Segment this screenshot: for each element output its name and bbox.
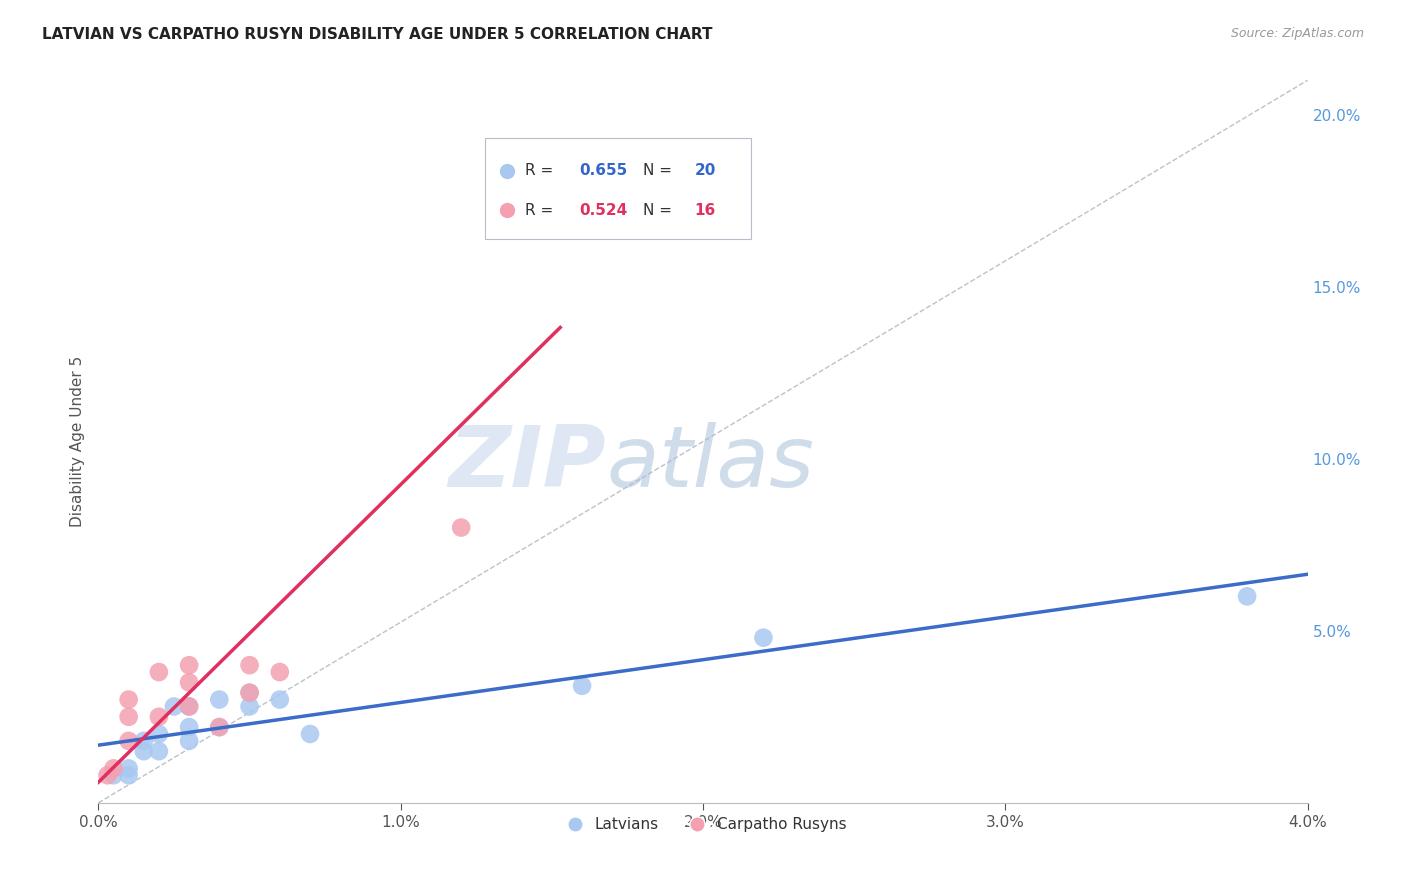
Point <box>118 692 141 706</box>
Point <box>118 734 141 748</box>
Point <box>179 699 201 714</box>
Point <box>269 665 291 679</box>
Text: 0.655: 0.655 <box>579 163 628 178</box>
Text: R =: R = <box>526 163 558 178</box>
Point <box>148 727 170 741</box>
Point <box>239 699 262 714</box>
Point <box>179 675 201 690</box>
FancyBboxPatch shape <box>485 138 751 239</box>
Text: 0.524: 0.524 <box>579 202 628 218</box>
Point <box>239 658 262 673</box>
Point <box>510 211 533 225</box>
Point <box>118 710 141 724</box>
Point <box>163 699 186 714</box>
Point <box>179 658 201 673</box>
Point <box>299 727 322 741</box>
Point <box>132 744 155 758</box>
Point <box>752 631 775 645</box>
Text: N =: N = <box>643 163 676 178</box>
Point <box>571 679 593 693</box>
Point <box>132 734 155 748</box>
Point <box>269 692 291 706</box>
Point <box>450 520 472 534</box>
Point <box>103 768 125 782</box>
Point <box>118 761 141 775</box>
Text: 16: 16 <box>695 202 716 218</box>
Point <box>179 699 201 714</box>
Point <box>96 768 118 782</box>
Text: atlas: atlas <box>606 422 814 505</box>
Legend: Latvians, Carpatho Rusyns: Latvians, Carpatho Rusyns <box>554 812 852 838</box>
Text: LATVIAN VS CARPATHO RUSYN DISABILITY AGE UNDER 5 CORRELATION CHART: LATVIAN VS CARPATHO RUSYN DISABILITY AGE… <box>42 27 713 42</box>
Point <box>239 686 262 700</box>
Text: 20: 20 <box>695 163 716 178</box>
Point <box>148 744 170 758</box>
Point <box>148 665 170 679</box>
Point <box>148 710 170 724</box>
Text: R =: R = <box>526 202 558 218</box>
Point <box>1236 590 1258 604</box>
Point <box>239 686 262 700</box>
Point <box>118 768 141 782</box>
Point <box>179 734 201 748</box>
Point <box>208 692 231 706</box>
Text: ZIP: ZIP <box>449 422 606 505</box>
Point <box>208 720 231 734</box>
Point <box>179 720 201 734</box>
Point <box>103 761 125 775</box>
Y-axis label: Disability Age Under 5: Disability Age Under 5 <box>69 356 84 527</box>
Text: Source: ZipAtlas.com: Source: ZipAtlas.com <box>1230 27 1364 40</box>
Text: N =: N = <box>643 202 676 218</box>
Point <box>208 720 231 734</box>
